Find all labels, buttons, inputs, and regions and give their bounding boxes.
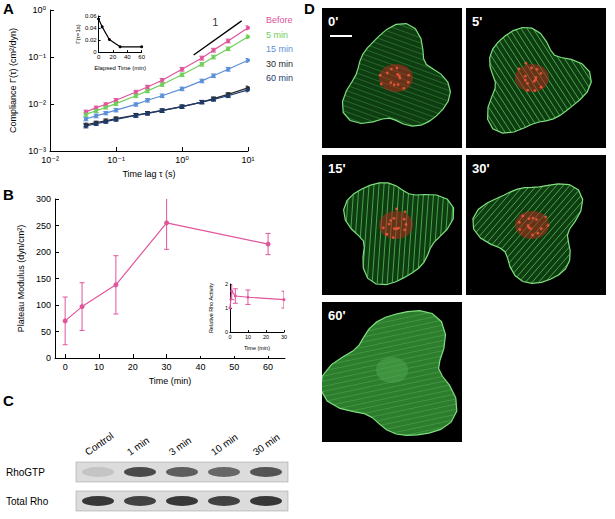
html-text:B: B <box>3 186 14 203</box>
svg-text:Time lag τ (s): Time lag τ (s) <box>122 169 175 179</box>
svg-text:0.06: 0.06 <box>85 13 97 19</box>
svg-text:20: 20 <box>128 362 138 372</box>
svg-text:5 min: 5 min <box>266 30 288 40</box>
svg-text:10⁻²: 10⁻² <box>28 99 46 109</box>
svg-text:10⁻¹: 10⁻¹ <box>107 155 125 165</box>
svg-text:20: 20 <box>263 334 269 340</box>
svg-text:10⁻³: 10⁻³ <box>28 146 46 156</box>
svg-text:0': 0' <box>328 14 338 29</box>
html-text:C: C <box>3 392 14 409</box>
svg-text:Relative Rho Activity: Relative Rho Activity <box>208 283 214 333</box>
svg-text:30 min: 30 min <box>266 59 293 69</box>
svg-text:10¹: 10¹ <box>241 155 254 165</box>
svg-text:0: 0 <box>63 362 68 372</box>
svg-text:50: 50 <box>41 327 51 337</box>
svg-text:30: 30 <box>162 362 172 372</box>
svg-text:0: 0 <box>46 353 51 363</box>
svg-text:5': 5' <box>472 14 482 29</box>
svg-text:Plateau Modulus (dyn/cm²): Plateau Modulus (dyn/cm²) <box>16 225 26 333</box>
svg-text:30': 30' <box>472 161 490 176</box>
svg-text:Control: Control <box>83 430 116 458</box>
svg-text:150: 150 <box>36 274 51 284</box>
svg-text:15': 15' <box>328 161 346 176</box>
svg-text:10⁰: 10⁰ <box>175 155 189 165</box>
svg-text:0: 0 <box>228 334 231 340</box>
svg-text:60: 60 <box>138 54 145 60</box>
svg-text:15 min: 15 min <box>266 44 293 54</box>
svg-text:RhoGTP: RhoGTP <box>6 467 45 478</box>
svg-text:Before: Before <box>266 15 293 25</box>
svg-text:0: 0 <box>93 49 97 56</box>
svg-text:20: 20 <box>110 54 117 60</box>
svg-text:60 min: 60 min <box>266 73 293 83</box>
svg-text:40: 40 <box>195 362 205 372</box>
svg-text:0.04: 0.04 <box>85 25 97 31</box>
svg-text:Time (min): Time (min) <box>244 345 270 351</box>
svg-text:Elapsed Time (min): Elapsed Time (min) <box>94 65 146 71</box>
svg-text:300: 300 <box>36 194 51 204</box>
svg-text:Compliance Γ(τ) (cm²/dyn): Compliance Γ(τ) (cm²/dyn) <box>8 28 18 133</box>
svg-text:30 min: 30 min <box>251 431 282 457</box>
html-text:D: D <box>304 0 315 17</box>
svg-text:250: 250 <box>36 221 51 231</box>
svg-text:3 min: 3 min <box>167 435 193 458</box>
svg-text:1: 1 <box>225 305 228 311</box>
svg-text:1 min: 1 min <box>125 435 151 458</box>
svg-text:30: 30 <box>281 334 287 340</box>
svg-text:Total Rho: Total Rho <box>6 496 49 507</box>
svg-text:100: 100 <box>36 300 51 310</box>
svg-text:10: 10 <box>245 334 251 340</box>
html-text:A: A <box>3 0 14 17</box>
svg-text:10: 10 <box>94 362 104 372</box>
svg-text:50: 50 <box>229 362 239 372</box>
svg-text:60': 60' <box>328 308 346 323</box>
svg-text:0: 0 <box>224 329 228 336</box>
svg-text:60: 60 <box>263 362 273 372</box>
svg-text:1: 1 <box>212 16 218 28</box>
svg-text:10⁰: 10⁰ <box>32 5 46 15</box>
svg-text:10⁻¹: 10⁻¹ <box>28 52 46 62</box>
svg-text:Γ(τ=1s): Γ(τ=1s) <box>75 24 81 44</box>
svg-text:2: 2 <box>225 281 228 287</box>
svg-text:40: 40 <box>124 54 131 60</box>
svg-text:Time (min): Time (min) <box>149 376 192 386</box>
svg-text:0: 0 <box>97 54 101 60</box>
svg-text:200: 200 <box>36 247 51 257</box>
svg-text:10⁻²: 10⁻² <box>41 155 59 165</box>
svg-text:0.02: 0.02 <box>85 37 97 43</box>
svg-text:10 min: 10 min <box>209 431 240 457</box>
